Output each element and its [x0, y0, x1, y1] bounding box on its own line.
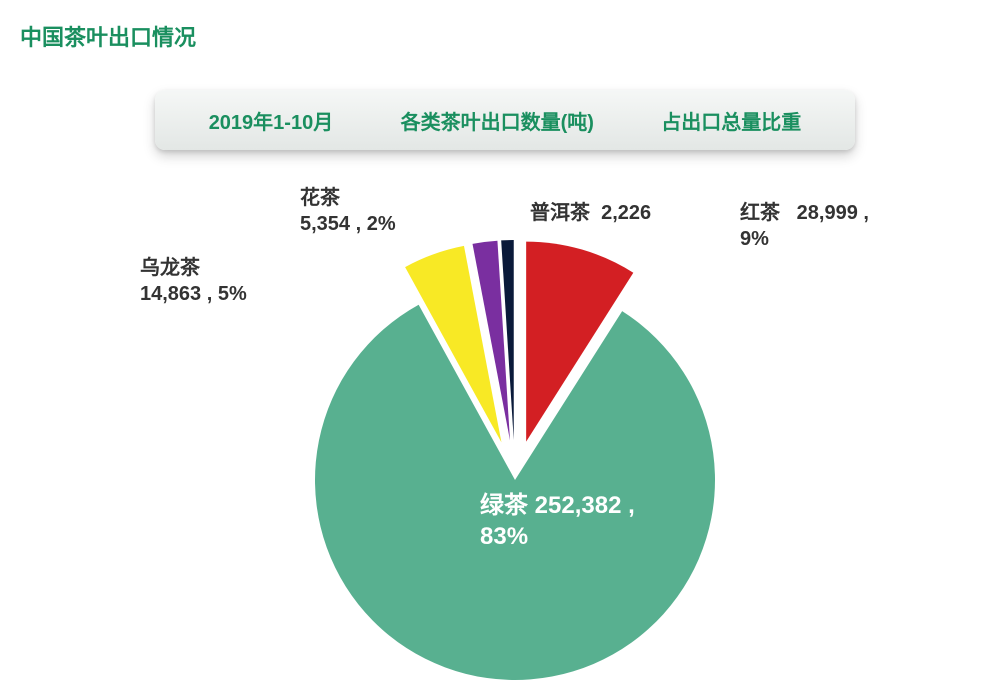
label-绿茶: 绿茶 252,382 , 83% [480, 490, 635, 552]
label-普洱茶: 普洱茶 2,226 [530, 200, 651, 226]
label-乌龙茶: 乌龙茶 14,863 , 5% [140, 255, 247, 307]
page: 中国茶叶出口情况 2019年1-10月 各类茶叶出口数量(吨) 占出口总量比重 … [0, 0, 1000, 688]
pie-chart [0, 0, 1000, 688]
label-红茶: 红茶 28,999 , 9% [740, 200, 869, 252]
label-花茶: 花茶 5,354 , 2% [300, 185, 396, 237]
